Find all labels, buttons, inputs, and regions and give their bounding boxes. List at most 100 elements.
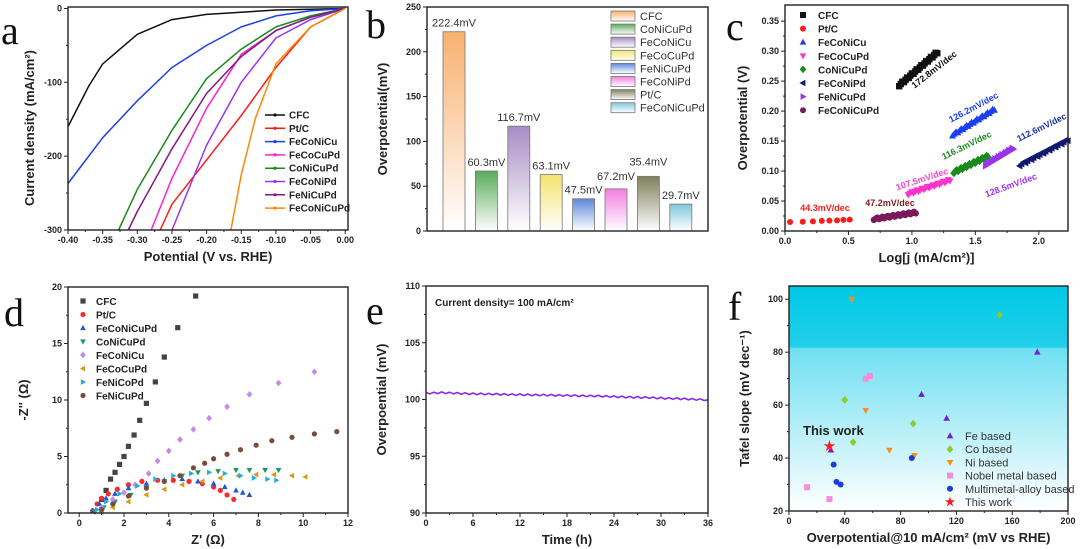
data-point-FeCoNiCuPd bbox=[210, 480, 217, 486]
y-axis-title: -Z'' (Ω) bbox=[16, 379, 31, 420]
data-point-FeNiCoPd bbox=[222, 470, 228, 477]
data-point-FeCoNiCu bbox=[121, 489, 127, 497]
legend-label: CFC bbox=[289, 111, 310, 122]
bar-Pt/C bbox=[637, 175, 660, 232]
panel-letter: b bbox=[366, 2, 386, 47]
x-axis-title: Overpotential@10 mA/cm² (mV vs RHE) bbox=[807, 530, 1051, 545]
data-point-FeNiCoPd bbox=[274, 477, 280, 484]
legend-label: FeCoNiCuPd bbox=[818, 106, 879, 117]
legend-label: FeCoNiCu bbox=[289, 137, 337, 148]
x-tick-label: 0.5 bbox=[842, 236, 855, 246]
legend-marker bbox=[946, 432, 954, 439]
legend-label: FeCoNiCuPd bbox=[96, 324, 157, 335]
legend-label: FeCoCuPd bbox=[96, 365, 147, 376]
y-tick-label: 15 bbox=[52, 339, 62, 349]
bar-FeCoNiCu bbox=[507, 125, 531, 232]
legend-marker bbox=[273, 179, 277, 184]
bar-data-label: 29.7mV bbox=[662, 190, 701, 202]
x-tick-label: 6 bbox=[211, 518, 216, 528]
y-tick-label: 0.35 bbox=[761, 16, 779, 26]
legend-swatch bbox=[610, 63, 636, 74]
data-point-FeNiCoPd bbox=[251, 475, 258, 481]
bar-FeNiCuPd bbox=[572, 198, 595, 232]
data-point-FeCoNiCu bbox=[275, 379, 282, 387]
y-axis-title: Overpotential(mV) bbox=[375, 63, 390, 176]
data-point-CoNiCuPd bbox=[275, 467, 282, 474]
legend-label: FeCoCuPd bbox=[289, 150, 340, 161]
data-point-FeCoNiCuPd bbox=[912, 210, 919, 217]
legend-marker bbox=[944, 496, 956, 507]
y-tick-label: 95 bbox=[410, 451, 420, 461]
x-tick-label: 30 bbox=[656, 518, 666, 528]
x-tick-label: 0.00 bbox=[336, 235, 354, 245]
x-tick-label: 12 bbox=[343, 518, 353, 528]
data-point-FeNiCuPd bbox=[269, 438, 275, 444]
data-point-FeNiCuPd bbox=[161, 478, 167, 484]
panel-letter: d bbox=[4, 290, 24, 335]
data-point-Pt/C bbox=[139, 478, 145, 484]
data-point-FeCoNiCu bbox=[177, 436, 183, 443]
x-tick-label: 1.5 bbox=[969, 236, 982, 246]
data-point-FeNiCuPd bbox=[289, 434, 295, 440]
x-tick-label: 160 bbox=[1005, 516, 1020, 526]
x-axis-title: Potential (V vs. RHE) bbox=[144, 249, 273, 264]
legend-swatch bbox=[610, 89, 636, 100]
x-tick-label: 18 bbox=[562, 518, 572, 528]
x-tick-label: 6 bbox=[470, 518, 475, 528]
legend-label: FeCoNiPd bbox=[289, 177, 337, 188]
panel-letter: c bbox=[726, 4, 744, 49]
data-point-Pt/C bbox=[99, 495, 105, 501]
bar-FeCoNiPd bbox=[604, 188, 628, 232]
data-point-Pt/C bbox=[170, 477, 176, 483]
overpotential-series-line bbox=[425, 391, 709, 402]
legend-label: Ni based bbox=[965, 457, 1008, 469]
data-point-Pt/C bbox=[826, 217, 833, 224]
data-point-FeNiCoPd bbox=[104, 498, 110, 505]
legend-label: FeCoCuPd bbox=[818, 52, 869, 63]
y-axis-title: Overpotential (V) bbox=[735, 66, 750, 171]
data-point-FeNiCuPd bbox=[125, 493, 132, 499]
legend-label: FeNiCuPd bbox=[818, 93, 866, 104]
legend-label: Pt/C bbox=[289, 124, 309, 135]
bar-data-label: 222.4mV bbox=[432, 18, 477, 30]
y-tick-label: 0.30 bbox=[761, 46, 779, 56]
data-point-Pt/C bbox=[818, 217, 825, 224]
legend-marker bbox=[947, 485, 953, 492]
x-tick-label: 4 bbox=[166, 518, 171, 528]
panel-letter: a bbox=[1, 8, 19, 53]
x-tick-label: 200 bbox=[1060, 516, 1075, 526]
data-point-CFC bbox=[934, 50, 941, 57]
y-tick-label: 0.05 bbox=[761, 196, 779, 206]
y-axis-title: Overpoential (mV) bbox=[374, 344, 389, 456]
plot-frame bbox=[784, 4, 1069, 232]
series-line-FeNiCuPd bbox=[127, 7, 346, 231]
data-point-FeNiCoPd bbox=[189, 470, 195, 477]
data-point-FeCoCuPd bbox=[288, 472, 295, 479]
x-tick-label: -0.25 bbox=[162, 235, 183, 245]
data-point-FeCoNiCu bbox=[132, 481, 139, 489]
legend-label: FeCoNiPd bbox=[640, 77, 691, 89]
legend-marker bbox=[799, 38, 807, 45]
legend-swatch bbox=[610, 76, 636, 87]
data-point-CFC bbox=[193, 293, 199, 299]
x-tick-label: -0.10 bbox=[266, 235, 287, 245]
data-point-Co based bbox=[909, 419, 917, 428]
data-point-FeCoNiCu bbox=[154, 457, 161, 465]
data-point-FeNiCuPd bbox=[99, 507, 105, 513]
data-point-FeNiCoPd bbox=[153, 476, 159, 482]
data-point-CFC bbox=[107, 476, 114, 482]
legend-label: FeCoNiCu bbox=[96, 351, 144, 362]
x-tick-label: -0.40 bbox=[58, 235, 79, 245]
data-point-CFC bbox=[137, 417, 143, 423]
data-point-FeNiCoPd bbox=[117, 490, 123, 497]
data-point-FeNiCuPd bbox=[253, 442, 259, 448]
y-tick-label: 200 bbox=[406, 47, 421, 57]
data-point-Pt/C bbox=[231, 496, 237, 503]
legend-label: Pt/C bbox=[640, 90, 661, 102]
legend-marker bbox=[273, 153, 277, 157]
data-point-FeCoNiCu bbox=[145, 470, 152, 477]
series-line-FeCoNiPd bbox=[171, 7, 346, 231]
legend-marker bbox=[273, 126, 277, 130]
legend-label: CoNiCuPd bbox=[289, 164, 338, 175]
tafel-slope-annotation: 128.5mV/dec bbox=[984, 171, 1039, 199]
